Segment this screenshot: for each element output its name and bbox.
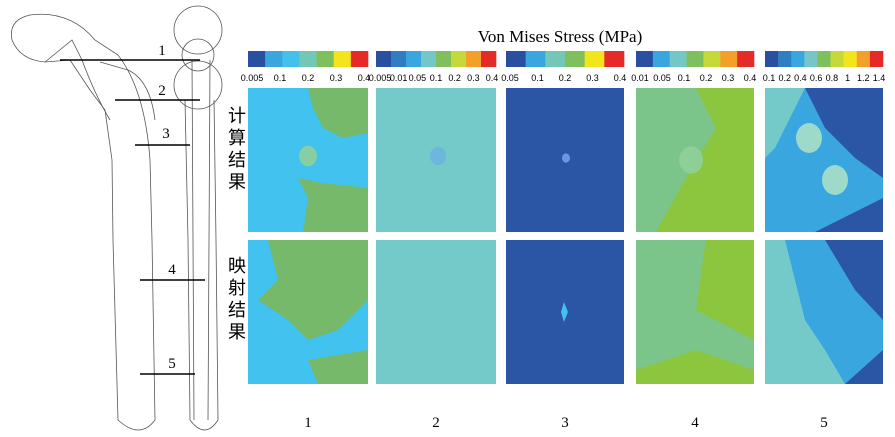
colorbar-segment [265,51,282,67]
colorbar-tick-label: 0.2 [559,73,572,83]
colorbar-segment [506,51,526,67]
colorbar-segment [636,51,653,67]
colorbar-segment [804,51,817,67]
colorbar-tick-label: 1 [845,73,850,83]
stress-concentration [822,165,848,195]
stress-map [765,240,883,384]
stress-concentration [299,146,317,167]
figure: Von Mises Stress (MPa) 1 2 3 4 5 计算结果映射结果 0.005… [0,0,895,437]
column-label: 1 [304,415,312,431]
colorbar-tick-label: 0.2 [700,73,713,83]
colorbar-tick-label: 0.005 [369,73,392,83]
stress-map [376,240,496,384]
stress-map [506,88,624,232]
stress-map [506,240,624,384]
colorbar-segment [653,51,670,67]
femur-drawing [11,6,222,430]
colorbar-tick-label: 0.1 [430,73,443,83]
colorbar-segment [248,51,265,67]
colorbar-segment [466,51,481,67]
stress-concentration [562,153,570,162]
colorbar-tick-label: 0.005 [241,73,264,83]
colorbar-tick-label: 0.01 [390,73,408,83]
colorbar-tick-label: 0.6 [810,73,823,83]
stress-map [248,88,368,232]
title: Von Mises Stress (MPa) [478,27,643,46]
colorbar-segment [765,51,778,67]
colorbar-segment [282,51,299,67]
column-label: 2 [432,415,440,431]
section-label: 3 [162,126,170,142]
colorbar-tick-label: 0.1 [531,73,544,83]
colorbar-tick-label: 0.05 [501,73,519,83]
colorbar-tick-label: 0.4 [486,73,499,83]
colorbar-segment [406,51,421,67]
colorbar-segment [421,51,436,67]
colorbar-tick-label: 0.1 [678,73,691,83]
colorbar-tick-label: 0.2 [778,73,791,83]
stress-concentration [679,146,703,174]
row-label: 计算结果 [228,106,246,193]
colorbar-tick-label: 0.3 [586,73,599,83]
stress-map [248,240,368,384]
colorbar-segment [737,51,754,67]
colorbar-tick-label: 0.4 [794,73,807,83]
stress-map [636,240,754,384]
colorbar-segment [451,51,466,67]
stress-map [376,88,496,232]
stress-map [636,88,754,232]
colorbar-segment [545,51,565,67]
colorbar-tick-label: 0.05 [409,73,427,83]
stress-concentration [430,147,446,165]
colorbar-segment [870,51,883,67]
colorbar-tick-label: 0.3 [467,73,480,83]
colorbar-tick-label: 0.3 [722,73,735,83]
colorbar-tick-label: 0.1 [763,73,776,83]
colorbar-segment [299,51,316,67]
colorbar-segment [844,51,857,67]
colorbar-segment [720,51,737,67]
colorbar-segment [604,51,624,67]
colorbar-segment [391,51,406,67]
colorbar-tick-label: 0.2 [302,73,315,83]
column-label: 5 [820,415,828,431]
colorbar-segment [817,51,830,67]
colorbar-segment [687,51,704,67]
section-label: 5 [168,356,176,372]
stress-concentration [796,123,822,153]
section-label: 2 [158,83,166,99]
colorbar-tick-label: 0.4 [614,73,627,83]
colorbar-segment [791,51,804,67]
colorbar-tick-label: 0.05 [653,73,671,83]
column-label: 4 [691,415,699,431]
colorbar-segment [857,51,870,67]
colorbar-segment [778,51,791,67]
stress-map [765,88,883,232]
row-label: 映射结果 [228,256,246,343]
colorbar-segment [436,51,451,67]
colorbar-segment [334,51,351,67]
colorbar-tick-label: 0.1 [274,73,287,83]
colorbar-segment [831,51,844,67]
colorbar-tick-label: 0.4 [744,73,757,83]
colorbar-segment [317,51,334,67]
colorbar-tick-label: 0.3 [330,73,343,83]
colorbar-tick-label: 1.4 [873,73,886,83]
section-label: 4 [168,262,176,278]
colorbar-tick-label: 0.2 [448,73,461,83]
column-label: 3 [561,415,569,431]
colorbar-segment [670,51,687,67]
colorbar-segment [376,51,391,67]
section-label: 1 [158,43,166,59]
colorbar-tick-label: 0.8 [826,73,839,83]
colorbar-segment [585,51,605,67]
map-background [376,240,496,384]
colorbar-segment [526,51,546,67]
colorbar-segment [703,51,720,67]
colorbar-segment [481,51,496,67]
colorbar-tick-label: 1.2 [857,73,870,83]
colorbar-segment [351,51,368,67]
colorbar-segment [565,51,585,67]
colorbar-tick-label: 0.01 [631,73,649,83]
